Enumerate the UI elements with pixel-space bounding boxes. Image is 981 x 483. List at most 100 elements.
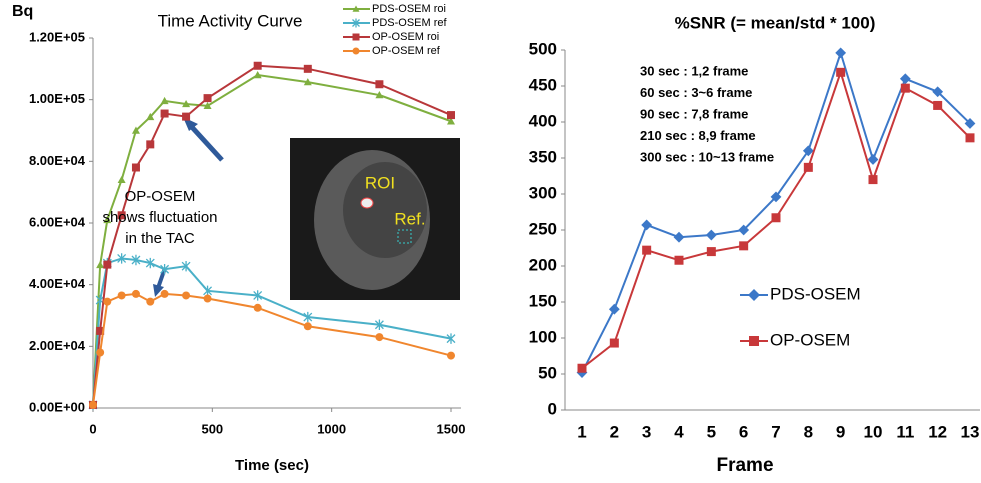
annotation: in the TAC bbox=[125, 230, 195, 247]
x-tick-label: 13 bbox=[961, 422, 980, 441]
x-tick-label: 12 bbox=[928, 422, 947, 441]
annotation: 30 sec : 1,2 frame bbox=[640, 63, 748, 78]
marker bbox=[160, 264, 170, 275]
y-tick-label: 300 bbox=[529, 183, 557, 202]
inset-label: ROI bbox=[365, 173, 395, 192]
legend-label: OP-OSEM roi bbox=[372, 31, 439, 43]
y-tick-label: 200 bbox=[529, 255, 557, 274]
y-tick-label: 500 bbox=[529, 39, 557, 58]
x-tick-label: 4 bbox=[674, 422, 684, 441]
marker bbox=[770, 191, 782, 203]
marker bbox=[253, 71, 262, 79]
marker bbox=[103, 297, 112, 306]
x-tick-label: 7 bbox=[771, 422, 780, 441]
y-tick-label: 2.00E+04 bbox=[29, 338, 86, 353]
legend-label: PDS-OSEM ref bbox=[372, 17, 448, 29]
marker bbox=[447, 117, 455, 125]
marker bbox=[182, 112, 191, 121]
y-tick-label: 4.00E+04 bbox=[29, 276, 86, 291]
marker bbox=[748, 289, 760, 301]
y-tick-label: 400 bbox=[529, 111, 557, 130]
x-tick-label: 1500 bbox=[437, 421, 466, 436]
marker bbox=[932, 86, 944, 98]
y-tick-label: 100 bbox=[529, 327, 557, 346]
annotation: OP-OSEM bbox=[125, 188, 196, 205]
chart-title: Time Activity Curve bbox=[158, 11, 303, 30]
marker bbox=[203, 285, 213, 297]
y-tick-label: 0.00E+00 bbox=[29, 399, 85, 414]
marker bbox=[803, 162, 813, 172]
arrow bbox=[188, 123, 224, 162]
x-tick-label: 6 bbox=[739, 422, 748, 441]
marker bbox=[160, 109, 169, 118]
marker bbox=[253, 303, 262, 312]
marker bbox=[131, 163, 140, 172]
marker bbox=[749, 336, 759, 346]
marker bbox=[146, 112, 155, 121]
marker bbox=[103, 215, 112, 224]
inset-label: Ref. bbox=[394, 209, 425, 228]
annotation: 60 sec : 3~6 frame bbox=[640, 85, 752, 100]
marker bbox=[642, 245, 652, 255]
marker bbox=[375, 80, 384, 89]
y-tick-label: 0 bbox=[548, 399, 557, 418]
x-axis-label: Time (sec) bbox=[235, 457, 309, 474]
arrow bbox=[156, 267, 167, 289]
marker bbox=[117, 175, 126, 184]
marker bbox=[182, 291, 191, 300]
marker bbox=[868, 175, 878, 185]
marker bbox=[96, 326, 105, 335]
marker bbox=[447, 351, 455, 360]
x-tick-label: 3 bbox=[642, 422, 651, 441]
annotation: 300 sec : 10~13 frame bbox=[640, 149, 774, 164]
marker bbox=[771, 213, 781, 223]
y-tick-label: 6.00E+04 bbox=[29, 214, 86, 229]
marker bbox=[203, 94, 212, 103]
y-tick-label: 8.00E+04 bbox=[29, 153, 86, 168]
y-tick-label: 1.20E+05 bbox=[29, 29, 85, 44]
legend-label: OP-OSEM bbox=[770, 330, 850, 349]
marker bbox=[375, 333, 384, 342]
inset-ref bbox=[397, 229, 412, 244]
marker bbox=[146, 140, 155, 149]
marker bbox=[965, 133, 975, 143]
marker bbox=[160, 289, 169, 298]
x-axis-label: Frame bbox=[716, 455, 773, 476]
marker bbox=[836, 67, 846, 77]
marker bbox=[802, 145, 814, 157]
marker bbox=[609, 338, 619, 348]
marker bbox=[117, 211, 126, 220]
marker bbox=[900, 83, 910, 93]
annotation: shows fluctuation bbox=[102, 209, 217, 226]
marker bbox=[738, 224, 750, 236]
marker bbox=[446, 333, 456, 344]
marker bbox=[933, 100, 943, 110]
marker bbox=[253, 290, 263, 301]
marker bbox=[303, 64, 312, 73]
marker bbox=[867, 154, 879, 165]
x-tick-label: 500 bbox=[201, 421, 223, 436]
marker bbox=[706, 247, 716, 257]
marker bbox=[674, 255, 684, 265]
inset-roi bbox=[360, 197, 374, 209]
marker bbox=[203, 294, 212, 303]
y-tick-label: 50 bbox=[538, 363, 557, 382]
marker bbox=[182, 99, 191, 108]
marker bbox=[447, 111, 455, 120]
marker bbox=[117, 291, 126, 300]
marker bbox=[131, 254, 141, 266]
annotation: 90 sec : 7,8 frame bbox=[640, 106, 748, 121]
marker bbox=[96, 260, 105, 269]
marker bbox=[835, 47, 847, 59]
marker bbox=[352, 5, 360, 12]
legend-label: PDS-OSEM roi bbox=[372, 3, 446, 15]
marker bbox=[146, 297, 155, 306]
marker bbox=[117, 253, 127, 264]
x-tick-label: 9 bbox=[836, 422, 845, 441]
marker bbox=[145, 257, 155, 269]
y-tick-label: 450 bbox=[529, 75, 557, 94]
x-tick-label: 1000 bbox=[317, 421, 346, 436]
marker bbox=[739, 241, 749, 251]
